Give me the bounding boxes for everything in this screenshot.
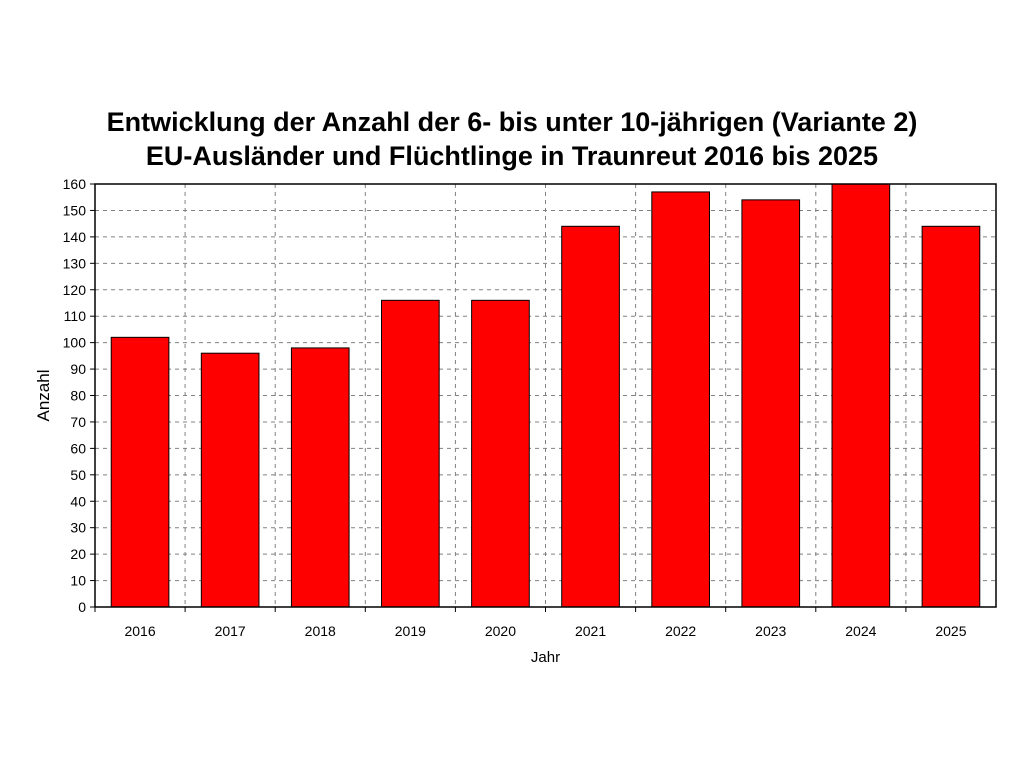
y-tick-label: 50 xyxy=(70,467,86,483)
x-axis-ticks: 2016 2017 2018 2019 2020 2021 2022 2023 2024 2025 xyxy=(94,607,967,639)
x-axis-label: Jahr xyxy=(531,649,560,666)
y-axis-label: Anzahl xyxy=(34,370,53,422)
x-tick-label: 2022 xyxy=(665,623,696,639)
y-tick-label: 80 xyxy=(70,388,86,404)
y-tick-label: 110 xyxy=(64,308,87,324)
bar-2016 xyxy=(110,336,170,608)
chart-title: Entwicklung der Anzahl der 6- bis unter … xyxy=(106,107,918,137)
x-tick-label: 2017 xyxy=(215,623,246,639)
y-tick-label: 10 xyxy=(70,573,86,589)
y-tick-label: 30 xyxy=(70,520,86,536)
x-tick-label: 2020 xyxy=(485,623,516,639)
y-tick-label: 140 xyxy=(63,229,87,245)
bar-2023 xyxy=(741,199,801,608)
y-tick-label: 150 xyxy=(63,202,87,218)
bar-2025 xyxy=(921,225,981,608)
x-tick-label: 2019 xyxy=(395,623,426,639)
x-tick-label: 2023 xyxy=(755,623,786,639)
x-tick-label: 2025 xyxy=(935,623,966,639)
bar-2020 xyxy=(471,299,530,608)
y-tick-label: 40 xyxy=(70,493,86,509)
bar-2021 xyxy=(561,225,620,608)
bar-2022 xyxy=(651,191,710,608)
y-tick-label: 90 xyxy=(70,361,86,377)
y-tick-label: 100 xyxy=(63,335,87,351)
y-tick-label: 70 xyxy=(70,414,86,430)
grid-lines xyxy=(95,184,996,607)
bars xyxy=(110,183,981,608)
y-tick-label: 120 xyxy=(63,282,87,298)
y-axis-ticks: 0 10 20 30 40 50 60 70 80 90 100 110 120 130 140 150 160 xyxy=(63,176,95,615)
chart-subtitle: EU-Ausländer und Flüchtlinge in Traunreu… xyxy=(145,141,879,171)
bar-2017 xyxy=(200,352,260,608)
bar-2018 xyxy=(290,347,350,608)
x-tick-label: 2016 xyxy=(124,623,155,639)
x-tick-label: 2018 xyxy=(305,623,336,639)
y-tick-label: 160 xyxy=(63,176,87,192)
y-tick-label: 0 xyxy=(78,599,86,615)
y-tick-label: 60 xyxy=(70,440,86,456)
bar-2019 xyxy=(381,299,440,608)
bar-2024 xyxy=(831,183,891,608)
y-tick-label: 20 xyxy=(70,546,86,562)
x-tick-label: 2021 xyxy=(575,623,606,639)
y-tick-label: 130 xyxy=(63,255,87,271)
x-tick-label: 2024 xyxy=(845,623,876,639)
